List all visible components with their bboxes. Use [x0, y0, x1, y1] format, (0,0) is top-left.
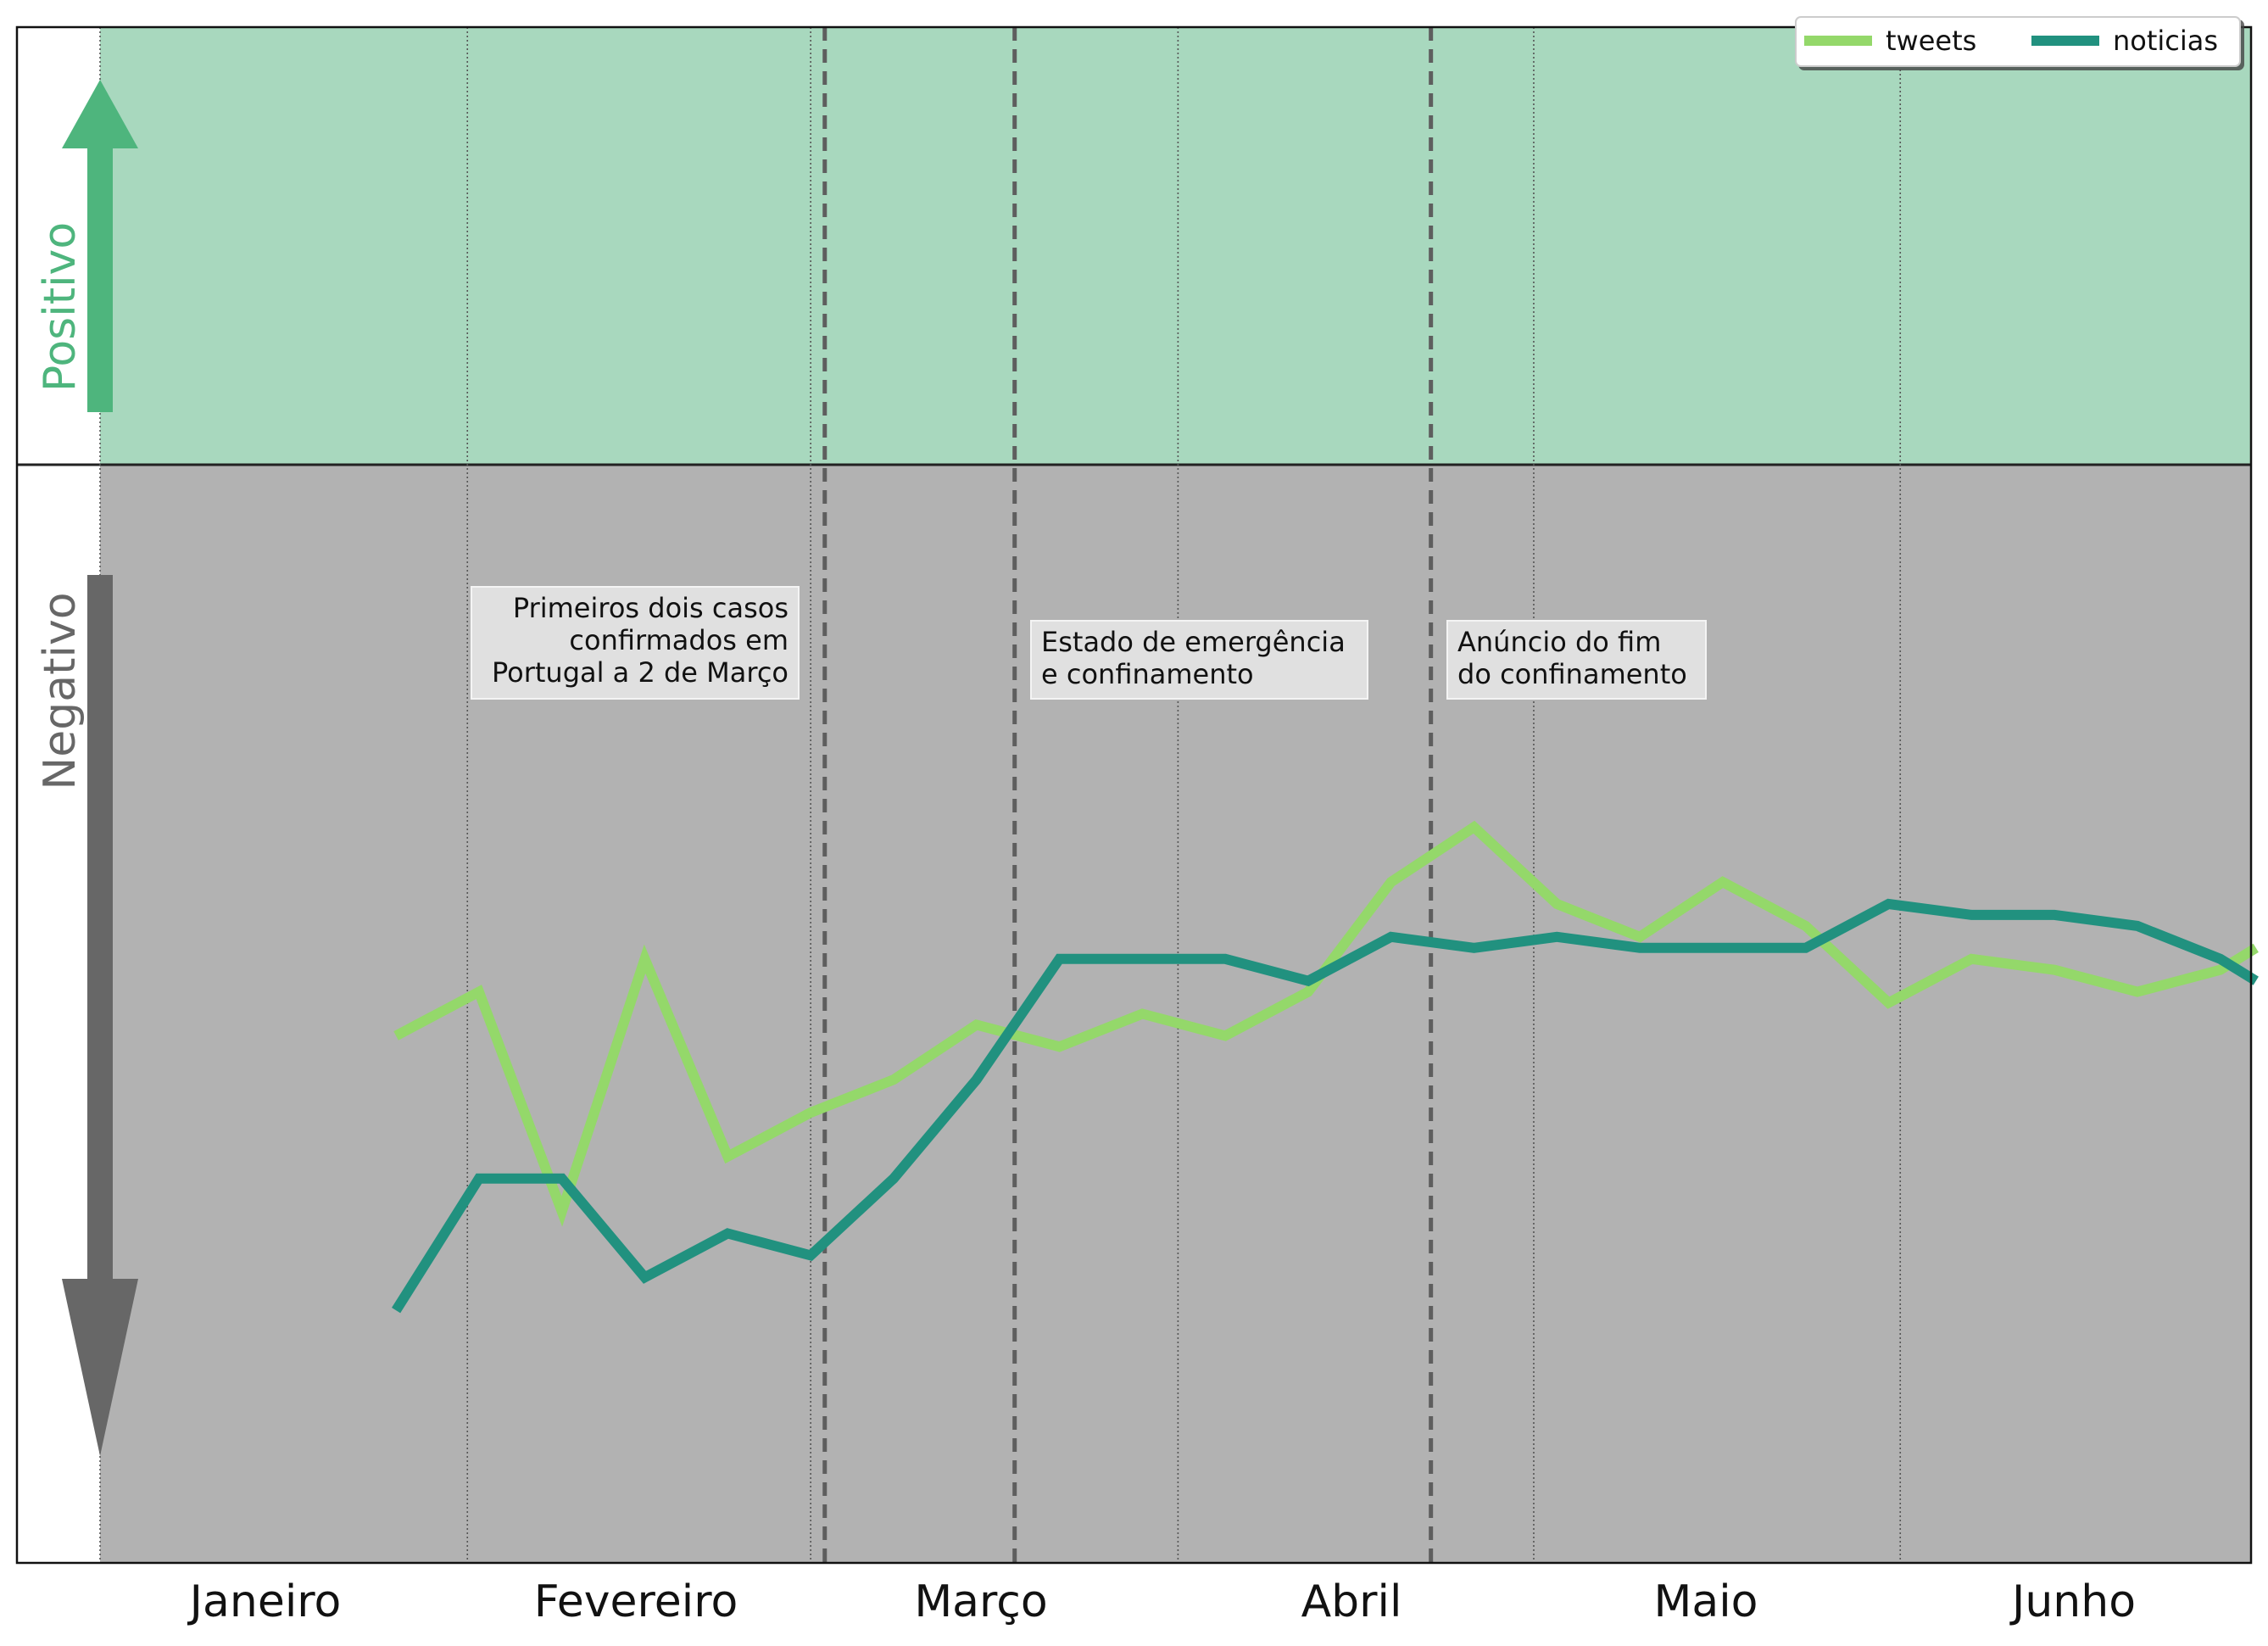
x-tick-label: Janeiro	[187, 1576, 342, 1627]
x-tick-label: Fevereiro	[534, 1576, 738, 1627]
x-tick-label: Março	[914, 1576, 1047, 1627]
series-line-noticias	[392, 898, 2259, 1314]
legend-box	[1795, 16, 2241, 67]
positive-region	[100, 27, 2251, 465]
negative-arrow-head	[62, 1279, 138, 1456]
x-tick-label: Abril	[1301, 1576, 1402, 1627]
legend-label-noticias: noticias	[2113, 25, 2218, 57]
event-annotation-box	[471, 586, 800, 700]
event-annotation-box	[1030, 620, 1368, 700]
legend: tweets noticias	[1795, 16, 2241, 67]
negative-label: Negativo	[35, 592, 86, 790]
positive-label: Positivo	[35, 222, 86, 392]
legend-label-tweets: tweets	[1886, 25, 1976, 57]
plot-frame	[15, 25, 2253, 1565]
negative-arrow-shaft	[87, 575, 113, 1281]
series-line-tweets	[393, 820, 2259, 1227]
event-annotation-label: Anúncio do fim do confinamento	[1457, 626, 1687, 690]
positive-arrow-head	[62, 80, 138, 148]
event-annotation-label: Primeiros dois casos confirmados em Portug…	[492, 592, 789, 689]
event-annotation-box	[1446, 620, 1707, 700]
positive-arrow-shaft	[87, 147, 113, 412]
event-annotation-label: Estado de emergência e confinamento	[1041, 626, 1346, 690]
x-tick-label: Junho	[2009, 1576, 2136, 1627]
x-tick-label: Maio	[1654, 1576, 1758, 1627]
